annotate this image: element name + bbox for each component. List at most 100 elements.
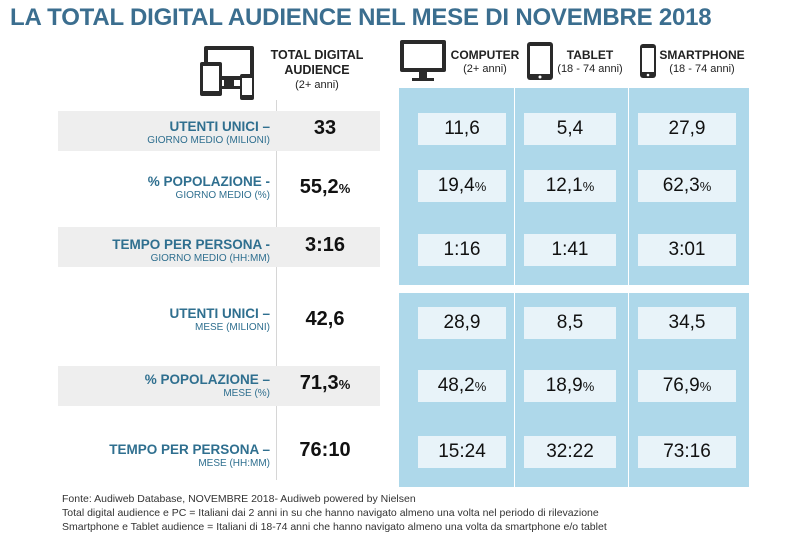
header-computer-line1: COMPUTER [450, 48, 520, 62]
row-label: TEMPO PER PERSONA - GIORNO MEDIO (HH:MM) [112, 237, 270, 265]
header-computer-line2: (2+ anni) [463, 63, 507, 75]
computer-cell: 28,9 [418, 307, 506, 339]
computer-cell: 15:24 [418, 436, 506, 468]
cell-unit: % [582, 379, 595, 394]
row-label-main: % POPOLAZIONE - [147, 174, 270, 189]
row-label-main: UTENTI UNICI – [169, 119, 270, 134]
row-label: % POPOLAZIONE – MESE (%) [145, 372, 270, 400]
tablet-icon [527, 42, 553, 80]
footnote-source: Fonte: Audiweb Database, NOVEMBRE 2018- … [62, 493, 416, 505]
row-background [58, 227, 380, 267]
row-label: TEMPO PER PERSONA – MESE (HH:MM) [109, 442, 270, 470]
cell-value: 28,9 [443, 312, 481, 333]
total-value: 33 [280, 117, 370, 140]
header-total: TOTAL DIGITAL AUDIENCE (2+ anni) [262, 48, 372, 92]
total-value: 55,2% [280, 176, 370, 199]
total-value-text: 3:16 [304, 234, 346, 256]
cell-unit: % [474, 379, 487, 394]
smartphone-cell: 34,5 [638, 307, 736, 339]
smartphone-cell: 3:01 [638, 234, 736, 266]
row-label-main: % POPOLAZIONE – [144, 372, 270, 387]
tablet-cell: 12,1% [524, 170, 616, 202]
tablet-cell: 1:41 [524, 234, 616, 266]
total-value-text: 71,3 [299, 372, 339, 394]
smartphone-cell: 62,3% [638, 170, 736, 202]
smartphone-cell: 27,9 [638, 113, 736, 145]
smartphone-cell: 76,9% [638, 370, 736, 402]
smartphone-icon [640, 44, 656, 78]
row-label: % POPOLAZIONE - GIORNO MEDIO (%) [148, 174, 270, 202]
total-value: 71,3% [280, 372, 370, 395]
cell-value: 12,1 [545, 175, 583, 196]
header-tablet: TABLET (18 - 74 anni) [550, 48, 630, 76]
total-value: 42,6 [280, 308, 370, 331]
header-smartphone-line2: (18 - 74 anni) [669, 63, 735, 75]
row-label-main: TEMPO PER PERSONA – [109, 442, 270, 457]
page-title: LA TOTAL DIGITAL AUDIENCE NEL MESE DI NO… [10, 4, 712, 31]
row-label-main: UTENTI UNICI – [169, 306, 270, 321]
computer-cell: 11,6 [418, 113, 506, 145]
cell-value: 32:22 [546, 441, 594, 462]
total-value-text: 76:10 [299, 439, 351, 461]
row-label-sub: MESE (HH:MM) [198, 458, 270, 469]
row-label-sub: GIORNO MEDIO (MILIONI) [147, 135, 270, 146]
header-total-line2: AUDIENCE [284, 63, 350, 77]
row-label-sub: GIORNO MEDIO (HH:MM) [150, 253, 270, 264]
row-label-sub: MESE (%) [223, 388, 270, 399]
row-label: UTENTI UNICI – MESE (MILIONI) [169, 306, 270, 334]
header-smartphone-line1: SMARTPHONE [659, 48, 745, 62]
total-column-divider [276, 100, 277, 480]
cell-value: 76,9 [662, 375, 700, 396]
cell-value: 11,6 [444, 118, 480, 139]
cell-unit: % [474, 179, 487, 194]
total-value: 76:10 [280, 439, 370, 462]
cell-value: 73:16 [663, 441, 711, 462]
header-tablet-line2: (18 - 74 anni) [557, 63, 623, 75]
tablet-cell: 5,4 [524, 113, 616, 145]
monitor-icon [400, 40, 446, 81]
header-total-line3: (2+ anni) [295, 79, 339, 91]
cell-value: 48,2 [437, 375, 475, 396]
total-value-unit: % [338, 181, 351, 196]
row-background [58, 366, 380, 406]
cell-unit: % [699, 379, 712, 394]
cell-value: 18,9 [545, 375, 583, 396]
footnote-definition-pc: Total digital audience e PC = Italiani d… [62, 507, 599, 519]
total-value-text: 42,6 [305, 308, 345, 330]
header-smartphone: SMARTPHONE (18 - 74 anni) [654, 48, 750, 76]
panel-divider [399, 285, 749, 293]
cell-value: 15:24 [438, 441, 486, 462]
row-background [58, 111, 380, 151]
cell-value: 34,5 [668, 312, 706, 333]
tablet-cell: 18,9% [524, 370, 616, 402]
total-value-unit: % [338, 377, 351, 392]
computer-cell: 48,2% [418, 370, 506, 402]
row-label-main: TEMPO PER PERSONA - [112, 237, 270, 252]
cell-value: 8,5 [556, 312, 584, 333]
smartphone-cell: 73:16 [638, 436, 736, 468]
tablet-cell: 32:22 [524, 436, 616, 468]
cell-value: 27,9 [668, 118, 706, 139]
cell-value: 62,3 [662, 175, 700, 196]
cell-unit: % [699, 179, 712, 194]
tablet-cell: 8,5 [524, 307, 616, 339]
computer-cell: 1:16 [418, 234, 506, 266]
cell-value: 3:01 [668, 239, 706, 260]
total-value: 3:16 [280, 234, 370, 257]
row-label: UTENTI UNICI – GIORNO MEDIO (MILIONI) [147, 119, 270, 147]
cell-value: 19,4 [437, 175, 475, 196]
computer-cell: 19,4% [418, 170, 506, 202]
row-label-sub: MESE (MILIONI) [194, 322, 270, 333]
header-total-line1: TOTAL DIGITAL [270, 48, 364, 62]
header-tablet-line1: TABLET [566, 48, 614, 62]
total-value-text: 55,2 [299, 176, 339, 198]
footnote-definition-mobile: Smartphone e Tablet audience = Italiani … [62, 521, 607, 533]
cell-value: 5,4 [556, 118, 584, 139]
row-label-sub: GIORNO MEDIO (%) [175, 190, 270, 201]
cell-value: 1:41 [551, 239, 589, 260]
devices-icon [200, 46, 254, 100]
cell-unit: % [582, 179, 595, 194]
cell-value: 1:16 [443, 239, 481, 260]
header-computer: COMPUTER (2+ anni) [446, 48, 524, 76]
total-value-text: 33 [313, 117, 337, 139]
